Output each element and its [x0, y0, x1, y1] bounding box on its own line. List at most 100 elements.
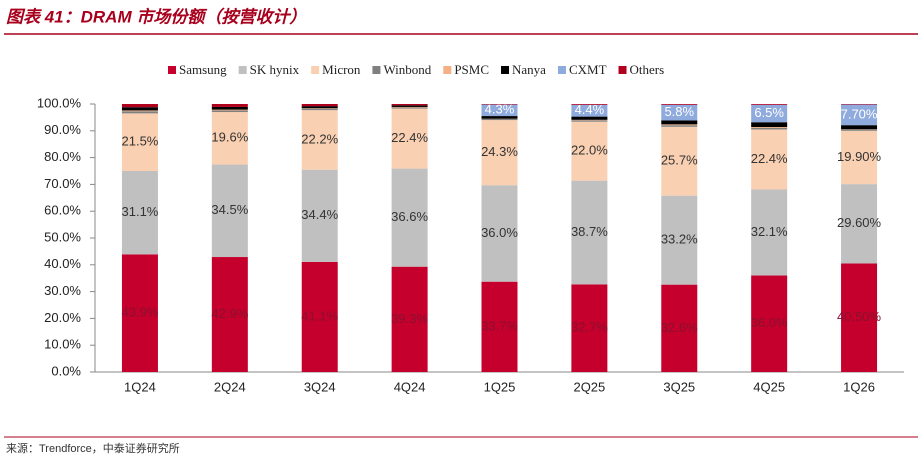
legend-label: Samsung — [179, 62, 227, 77]
bar-segment — [841, 104, 878, 105]
bar-segment — [751, 104, 788, 123]
bar-segment — [571, 116, 608, 120]
value-label: 40.50% — [837, 309, 882, 324]
bar-segment — [841, 263, 878, 372]
bar-segment — [391, 108, 428, 169]
y-tick-label: 40.0% — [44, 256, 81, 271]
bar-segment — [121, 171, 158, 255]
bar-segment — [121, 104, 158, 108]
value-label: 33.2% — [661, 232, 698, 247]
value-label: 22.0% — [571, 143, 608, 158]
value-label: 33.7% — [481, 318, 518, 333]
x-tick-label: 2Q25 — [573, 379, 605, 394]
y-tick-label: 0.0% — [51, 363, 81, 378]
bar-segment — [391, 105, 428, 107]
value-label: 31.1% — [122, 204, 159, 219]
x-tick-label: 2Q24 — [214, 379, 246, 394]
legend-label: Winbond — [383, 62, 431, 77]
value-label: 29.60% — [837, 215, 882, 230]
value-label: 4.4% — [575, 102, 605, 117]
bar-segment — [211, 106, 248, 110]
y-tick-label: 30.0% — [44, 283, 81, 298]
bar-segment — [661, 195, 698, 285]
value-label: 36.0% — [751, 315, 788, 330]
bar-segment — [661, 284, 698, 372]
legend-swatch — [501, 66, 510, 74]
bar-segment — [841, 129, 878, 131]
y-tick-label: 100.0% — [37, 95, 82, 110]
value-label: 34.5% — [211, 202, 248, 217]
bar-segment — [121, 254, 158, 372]
bar-segment — [751, 127, 788, 128]
bar-segment — [571, 121, 608, 181]
legend-label: Micron — [322, 62, 361, 77]
bar-segment — [121, 113, 158, 171]
bar-segment — [301, 169, 338, 262]
x-tick-label: 3Q25 — [663, 379, 695, 394]
bar-segment — [751, 189, 788, 276]
bar-segment — [211, 164, 248, 258]
bar-segment — [571, 180, 608, 285]
bar-segment — [661, 124, 698, 126]
value-label: 42.9% — [211, 306, 248, 321]
value-label: 34.4% — [301, 207, 338, 222]
bar-segment — [211, 110, 248, 113]
y-tick-label: 50.0% — [44, 229, 81, 244]
bar-segment — [481, 104, 518, 105]
bar-segment — [391, 104, 428, 106]
bar-segment — [571, 284, 608, 372]
legend-swatch — [311, 66, 320, 74]
bar-segment — [751, 129, 788, 190]
value-label: 38.7% — [571, 224, 608, 239]
value-label: 36.0% — [481, 225, 518, 240]
value-label: 5.8% — [664, 104, 694, 119]
bar-segment — [481, 116, 518, 119]
legend-swatch — [238, 66, 247, 74]
bar-segment — [841, 125, 878, 130]
legend-swatch — [557, 66, 566, 74]
bar-segment — [661, 104, 698, 121]
value-label: 39.3% — [391, 311, 428, 326]
bar-segment — [571, 104, 608, 117]
bar-segment — [661, 125, 698, 127]
value-label: 32.6% — [661, 320, 698, 335]
value-label: 21.5% — [122, 134, 159, 149]
bar-segment — [391, 106, 428, 108]
y-tick-label: 90.0% — [44, 122, 81, 137]
x-tick-label: 4Q24 — [394, 379, 426, 394]
bar-segment — [301, 261, 338, 372]
bar-segment — [301, 106, 338, 109]
value-label: 4.3% — [485, 102, 515, 117]
value-label: 22.4% — [751, 151, 788, 166]
legend-swatch — [618, 66, 627, 74]
bar-segment — [571, 120, 608, 122]
x-tick-label: 3Q24 — [304, 379, 336, 394]
value-label: 22.4% — [391, 130, 428, 145]
bar-segment — [481, 185, 518, 282]
bar-segment — [211, 112, 248, 165]
bar-segment — [121, 110, 158, 112]
value-label: 32.1% — [751, 224, 788, 239]
y-tick-label: 80.0% — [44, 149, 81, 164]
bar-segment — [841, 130, 878, 185]
bar-segment — [391, 266, 428, 372]
x-tick-label: 4Q25 — [753, 379, 785, 394]
y-tick-label: 20.0% — [44, 310, 81, 325]
bar-segment — [481, 119, 518, 121]
bar-segment — [571, 119, 608, 121]
value-label: 41.1% — [301, 308, 338, 323]
bar-segment — [751, 127, 788, 130]
value-label: 19.6% — [211, 130, 248, 145]
bar-segment — [301, 108, 338, 111]
bar-segment — [481, 120, 518, 186]
bar-segment — [211, 257, 248, 372]
bar-segment — [571, 104, 608, 105]
legend-swatch — [168, 66, 176, 74]
x-tick-label: 1Q25 — [484, 379, 516, 394]
bar-segment — [751, 104, 788, 105]
value-label: 22.2% — [301, 131, 338, 146]
value-label: 43.9% — [122, 305, 159, 320]
legend-swatch — [443, 66, 452, 74]
bar-segment — [391, 168, 428, 267]
y-tick-label: 70.0% — [44, 176, 81, 191]
